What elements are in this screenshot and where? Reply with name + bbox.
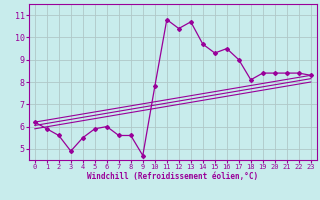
X-axis label: Windchill (Refroidissement éolien,°C): Windchill (Refroidissement éolien,°C) (87, 172, 258, 181)
